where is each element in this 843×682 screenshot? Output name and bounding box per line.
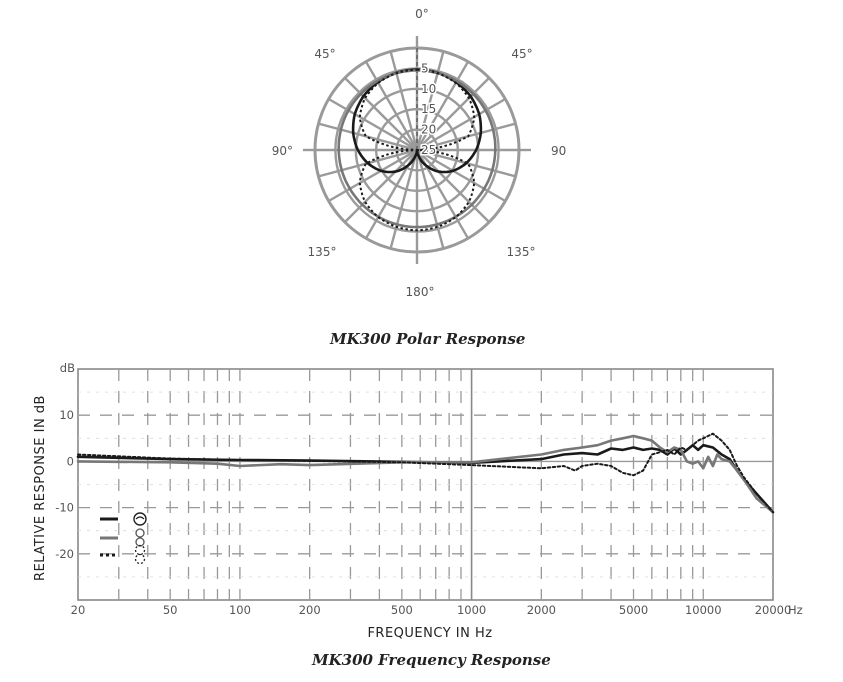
polar-spoke [328,97,418,152]
polar-angle-label-90-left: 90° [272,144,293,158]
polar-ring-label: 10 [421,82,436,96]
polar-grid [303,36,531,264]
frequency-chart-caption: MK300 Frequency Response [312,651,551,669]
polar-spoke [328,148,418,203]
polar-angle-label-135-left: 135° [308,245,337,259]
polar-spoke [416,148,506,203]
polar-spoke [344,149,418,223]
polar-ring-label: 25 [421,143,436,157]
polar-angle-label-0: 0° [415,7,429,21]
polar-ring-label: 5 [421,61,429,75]
polar-ring-label: 20 [421,123,436,137]
polar-spoke [318,122,418,152]
polar-spoke [415,61,470,151]
polar-spoke [344,77,418,151]
polar-chart-caption: MK300 Polar Response [330,330,526,348]
polar-spoke [389,51,419,151]
polar-ring-labels: 5 10 15 20 25 [420,60,438,159]
polar-spoke [416,77,490,151]
polar-spoke [389,149,419,249]
polar-angle-label-180: 180° [406,285,435,299]
polar-series-omni [337,69,497,229]
polar-angle-label-45-right: 45° [511,47,532,61]
polar-series-figure-8 [358,68,476,232]
polar-spoke [416,97,506,152]
polar-angle-label-135-right: 135° [507,245,536,259]
polar-angle-label-90-right: 90 [551,144,566,158]
polar-spoke [416,122,516,152]
polar-spoke [416,149,490,223]
polar-spoke [364,61,419,151]
polar-ring-label: 15 [421,102,436,116]
polar-series-group [337,68,497,232]
polar-spoke [415,149,445,249]
polar-angle-label-45-left: 45° [314,47,335,61]
polar-spoke [415,51,445,151]
